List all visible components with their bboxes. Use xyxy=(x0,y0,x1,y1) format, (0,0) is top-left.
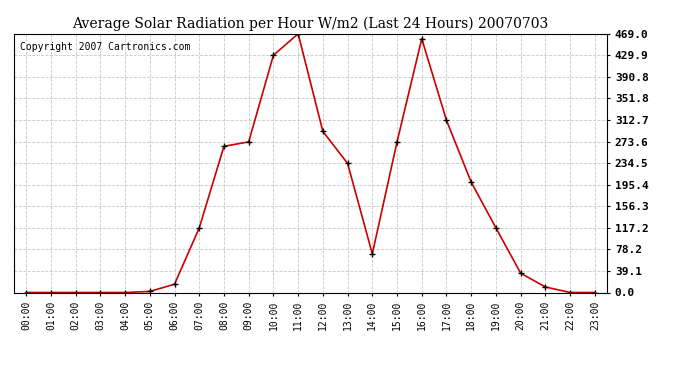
Text: Copyright 2007 Cartronics.com: Copyright 2007 Cartronics.com xyxy=(20,42,190,51)
Title: Average Solar Radiation per Hour W/m2 (Last 24 Hours) 20070703: Average Solar Radiation per Hour W/m2 (L… xyxy=(72,17,549,31)
